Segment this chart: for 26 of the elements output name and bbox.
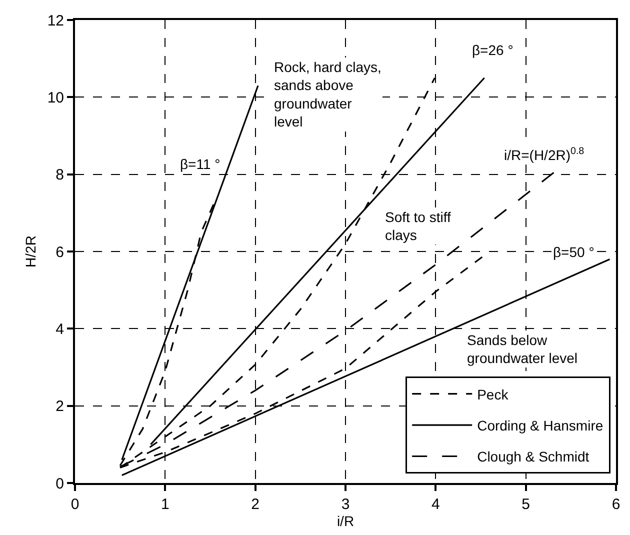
annotation: β=50 °: [553, 244, 594, 260]
legend-label: Clough & Schmidt: [477, 448, 590, 465]
annotation: Sands below groundwater level: [467, 332, 578, 366]
y-tick-label: 4: [56, 320, 64, 338]
y-axis-title: H/2R: [22, 236, 38, 268]
x-tick-label: 2: [251, 496, 260, 513]
y-tick-label: 6: [56, 244, 64, 261]
x-tick-label: 3: [341, 496, 350, 513]
x-axis-title: i/R: [336, 513, 354, 529]
y-tick-label: 10: [47, 89, 64, 106]
x-tick-label: 4: [432, 496, 440, 513]
annotation: Rock, hard clays, sands above groundwater level: [274, 59, 382, 130]
y-tick-label: 8: [56, 166, 64, 184]
y-tick-label: 12: [47, 12, 64, 30]
y-tick-label: 2: [56, 398, 64, 416]
legend-label: Cording & Hansmire: [477, 418, 604, 434]
annotation: Soft to stiff clays: [385, 209, 451, 244]
annotation: β=11 °: [180, 156, 220, 172]
x-tick-label: 5: [522, 496, 530, 513]
legend-label: Peck: [477, 386, 510, 402]
y-tick-label: 0: [56, 475, 64, 492]
x-tick-label: 1: [161, 496, 170, 513]
x-tick-label: 6: [612, 496, 620, 513]
x-tick-label: 0: [70, 496, 80, 513]
annotation: i/R=(H/2R)$^{0.8}$: [504, 146, 585, 163]
annotation: β=26 °: [472, 42, 514, 58]
